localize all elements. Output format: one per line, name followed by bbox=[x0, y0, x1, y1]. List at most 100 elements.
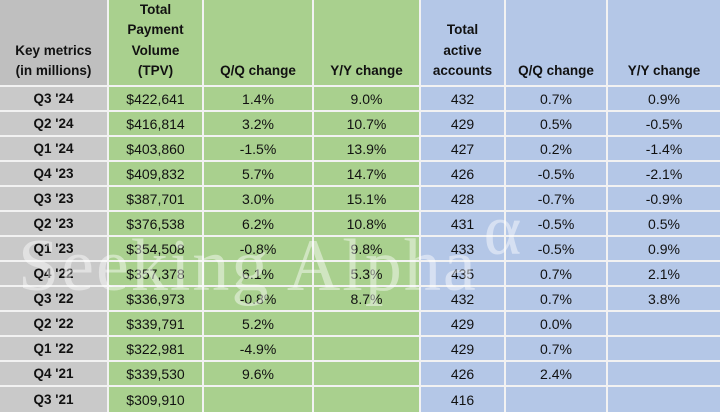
row-quarter-label: Q3 '21 bbox=[0, 387, 109, 412]
cell-tpv-yy-change bbox=[314, 312, 421, 337]
cell-tpv: $409,832 bbox=[109, 162, 204, 187]
cell-accounts-yy-change: -0.9% bbox=[608, 187, 720, 212]
cell-tpv-qq-change: 1.4% bbox=[204, 87, 314, 112]
cell-accounts-qq-change: -0.7% bbox=[506, 187, 608, 212]
row-quarter-label: Q4 '22 bbox=[0, 262, 109, 287]
cell-tpv-qq-change bbox=[204, 387, 314, 412]
row-quarter-label: Q2 '23 bbox=[0, 212, 109, 237]
cell-accounts-qq-change: 0.7% bbox=[506, 337, 608, 362]
cell-active-accounts: 426 bbox=[421, 362, 506, 387]
cell-accounts-yy-change: 0.9% bbox=[608, 87, 720, 112]
cell-tpv: $336,973 bbox=[109, 287, 204, 312]
cell-accounts-qq-change: 0.7% bbox=[506, 287, 608, 312]
cell-tpv-qq-change: -1.5% bbox=[204, 137, 314, 162]
cell-accounts-yy-change: -0.5% bbox=[608, 112, 720, 137]
cell-tpv-yy-change: 13.9% bbox=[314, 137, 421, 162]
table-row: Q3 '23 $387,701 3.0% 15.1% 428 -0.7% -0.… bbox=[0, 187, 720, 212]
cell-tpv: $354,508 bbox=[109, 237, 204, 262]
cell-tpv: $416,814 bbox=[109, 112, 204, 137]
cell-tpv-qq-change: 3.2% bbox=[204, 112, 314, 137]
cell-active-accounts: 426 bbox=[421, 162, 506, 187]
row-quarter-label: Q4 '21 bbox=[0, 362, 109, 387]
cell-accounts-qq-change: -0.5% bbox=[506, 237, 608, 262]
cell-accounts-yy-change: 0.9% bbox=[608, 237, 720, 262]
cell-accounts-yy-change bbox=[608, 337, 720, 362]
cell-tpv-qq-change: 6.2% bbox=[204, 212, 314, 237]
row-quarter-label: Q1 '22 bbox=[0, 337, 109, 362]
header-active-accounts: Total active accounts bbox=[421, 0, 506, 87]
cell-accounts-qq-change: 0.2% bbox=[506, 137, 608, 162]
header-row: Key metrics (in millions) Total Payment … bbox=[0, 0, 720, 87]
table-row: Q4 '23 $409,832 5.7% 14.7% 426 -0.5% -2.… bbox=[0, 162, 720, 187]
header-accounts-yy-change: Y/Y change bbox=[608, 0, 720, 87]
cell-active-accounts: 432 bbox=[421, 87, 506, 112]
cell-tpv-yy-change: 9.8% bbox=[314, 237, 421, 262]
cell-tpv-qq-change: -0.8% bbox=[204, 237, 314, 262]
cell-tpv: $422,641 bbox=[109, 87, 204, 112]
cell-tpv-yy-change: 10.8% bbox=[314, 212, 421, 237]
cell-accounts-qq-change: 0.0% bbox=[506, 312, 608, 337]
header-tpv: Total Payment Volume (TPV) bbox=[109, 0, 204, 87]
cell-tpv-qq-change: 3.0% bbox=[204, 187, 314, 212]
cell-tpv-yy-change: 9.0% bbox=[314, 87, 421, 112]
cell-accounts-qq-change: 2.4% bbox=[506, 362, 608, 387]
header-tpv-yy-change: Y/Y change bbox=[314, 0, 421, 87]
header-key-metrics: Key metrics (in millions) bbox=[0, 0, 109, 87]
cell-accounts-qq-change: -0.5% bbox=[506, 162, 608, 187]
table-row: Q2 '22 $339,791 5.2% 429 0.0% bbox=[0, 312, 720, 337]
cell-tpv-yy-change: 5.3% bbox=[314, 262, 421, 287]
cell-tpv-yy-change: 8.7% bbox=[314, 287, 421, 312]
row-quarter-label: Q3 '24 bbox=[0, 87, 109, 112]
cell-accounts-yy-change bbox=[608, 312, 720, 337]
cell-tpv: $339,791 bbox=[109, 312, 204, 337]
cell-active-accounts: 427 bbox=[421, 137, 506, 162]
cell-tpv-qq-change: 5.2% bbox=[204, 312, 314, 337]
cell-tpv-yy-change: 10.7% bbox=[314, 112, 421, 137]
cell-accounts-qq-change: 0.5% bbox=[506, 112, 608, 137]
cell-active-accounts: 429 bbox=[421, 112, 506, 137]
row-quarter-label: Q2 '24 bbox=[0, 112, 109, 137]
cell-accounts-yy-change: 2.1% bbox=[608, 262, 720, 287]
cell-tpv-qq-change: 6.1% bbox=[204, 262, 314, 287]
cell-tpv-yy-change bbox=[314, 387, 421, 412]
cell-tpv-qq-change: 9.6% bbox=[204, 362, 314, 387]
header-tpv-qq-change: Q/Q change bbox=[204, 0, 314, 87]
cell-accounts-qq-change: -0.5% bbox=[506, 212, 608, 237]
cell-accounts-qq-change: 0.7% bbox=[506, 262, 608, 287]
cell-active-accounts: 429 bbox=[421, 312, 506, 337]
cell-active-accounts: 435 bbox=[421, 262, 506, 287]
cell-accounts-yy-change: 3.8% bbox=[608, 287, 720, 312]
cell-tpv-yy-change bbox=[314, 362, 421, 387]
cell-tpv: $357,378 bbox=[109, 262, 204, 287]
cell-accounts-qq-change bbox=[506, 387, 608, 412]
cell-tpv-yy-change: 14.7% bbox=[314, 162, 421, 187]
cell-tpv-yy-change bbox=[314, 337, 421, 362]
cell-tpv-yy-change: 15.1% bbox=[314, 187, 421, 212]
cell-active-accounts: 431 bbox=[421, 212, 506, 237]
cell-accounts-yy-change bbox=[608, 387, 720, 412]
table-row: Q1 '23 $354,508 -0.8% 9.8% 433 -0.5% 0.9… bbox=[0, 237, 720, 262]
table-row: Q2 '24 $416,814 3.2% 10.7% 429 0.5% -0.5… bbox=[0, 112, 720, 137]
cell-accounts-yy-change bbox=[608, 362, 720, 387]
row-quarter-label: Q1 '24 bbox=[0, 137, 109, 162]
cell-tpv-qq-change: -0.8% bbox=[204, 287, 314, 312]
row-quarter-label: Q3 '23 bbox=[0, 187, 109, 212]
cell-active-accounts: 428 bbox=[421, 187, 506, 212]
cell-active-accounts: 416 bbox=[421, 387, 506, 412]
cell-active-accounts: 432 bbox=[421, 287, 506, 312]
row-quarter-label: Q2 '22 bbox=[0, 312, 109, 337]
row-quarter-label: Q4 '23 bbox=[0, 162, 109, 187]
table-row: Q3 '21 $309,910 416 bbox=[0, 387, 720, 412]
row-quarter-label: Q3 '22 bbox=[0, 287, 109, 312]
cell-tpv: $403,860 bbox=[109, 137, 204, 162]
row-quarter-label: Q1 '23 bbox=[0, 237, 109, 262]
cell-tpv: $322,981 bbox=[109, 337, 204, 362]
cell-tpv: $339,530 bbox=[109, 362, 204, 387]
cell-tpv: $387,701 bbox=[109, 187, 204, 212]
cell-accounts-yy-change: 0.5% bbox=[608, 212, 720, 237]
header-accounts-qq-change: Q/Q change bbox=[506, 0, 608, 87]
cell-accounts-qq-change: 0.7% bbox=[506, 87, 608, 112]
cell-tpv-qq-change: -4.9% bbox=[204, 337, 314, 362]
